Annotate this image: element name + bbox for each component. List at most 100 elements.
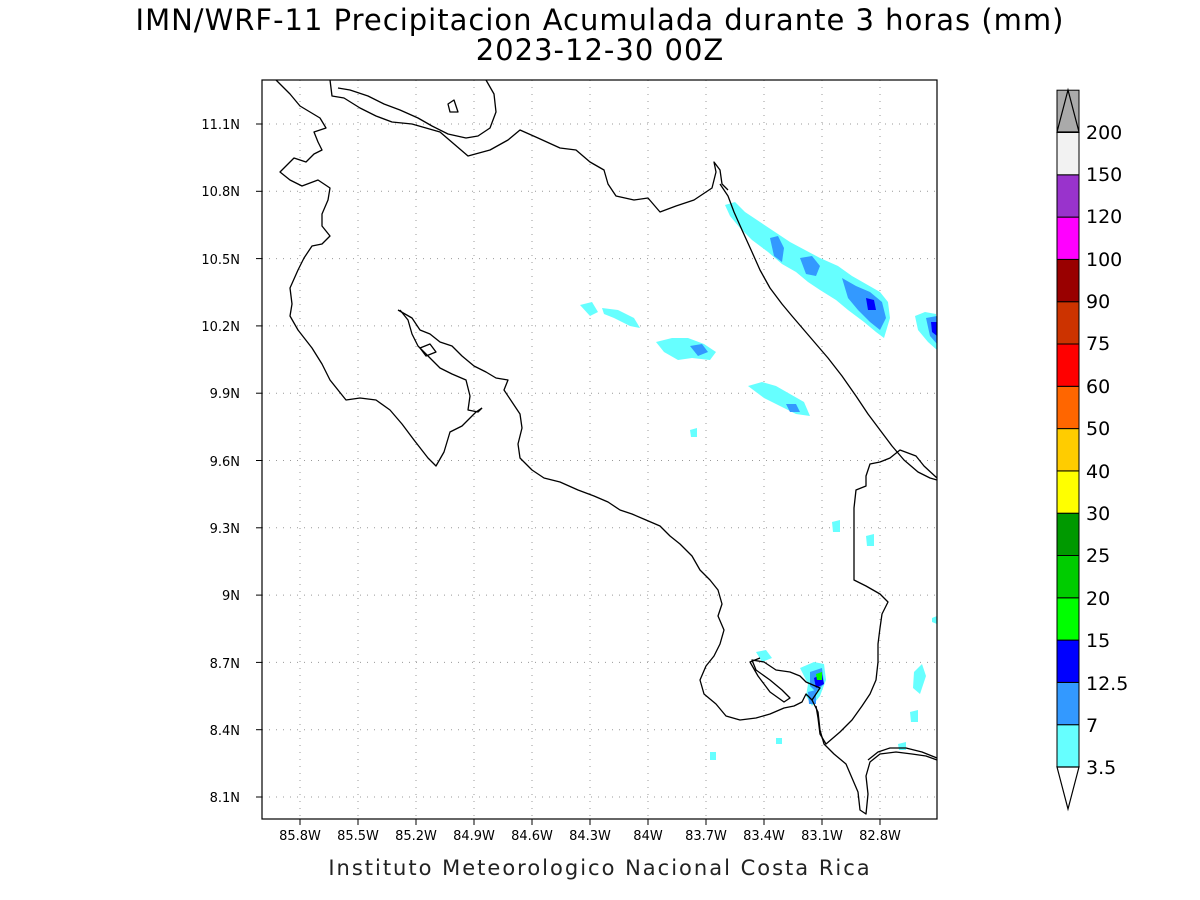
lat-label: 10.8N — [201, 185, 240, 200]
lon-label: 84.6W — [511, 829, 553, 844]
coastline — [329, 79, 729, 213]
lon-label: 85.2W — [395, 829, 437, 844]
colorbar-box — [1056, 724, 1080, 768]
colorbar-above-arrow — [1056, 87, 1080, 133]
coastline — [397, 309, 821, 721]
precip-area-cyan — [748, 382, 810, 416]
precip-area-cyan — [910, 710, 918, 722]
lon-label: 84.9W — [453, 829, 495, 844]
latitude-axis: 11.1N 10.8N 10.5N 10.2N 9.9N 9.6N 9.3N 9… — [201, 118, 240, 806]
coastline — [811, 699, 938, 815]
colorbar-label: 150 — [1086, 164, 1122, 186]
map-title: IMN/WRF-11 Precipitacion Acumulada duran… — [135, 3, 1065, 37]
precip-area-cyan — [866, 534, 874, 546]
coastlines — [275, 79, 938, 815]
colorbar-label: 12.5 — [1086, 673, 1128, 695]
map-frame — [261, 79, 938, 820]
lat-label: 8.7N — [210, 657, 240, 672]
precip-area-cyan — [932, 616, 937, 624]
border — [815, 449, 938, 745]
precip-area-blue — [770, 236, 784, 262]
colorbar-box — [1056, 216, 1080, 260]
precip-area-darkblue — [866, 298, 876, 310]
colorbar-label: 40 — [1086, 461, 1110, 483]
colorbar-legend: 3.5 7 12.5 15 20 25 30 40 50 60 75 90 10… — [1056, 87, 1128, 812]
lon-label: 84W — [633, 829, 663, 844]
lat-label: 8.4N — [210, 724, 240, 739]
colorbar-label: 60 — [1086, 376, 1110, 398]
lon-label: 84.3W — [569, 829, 611, 844]
precip-area-cyan — [580, 302, 598, 316]
precip-area-blue — [808, 690, 816, 704]
coastline — [719, 183, 938, 481]
longitude-axis: 85.8W 85.5W 85.2W 84.9W 84.6W 84.3W 84W … — [279, 829, 901, 844]
lon-label: 82.8W — [859, 829, 901, 844]
lat-label: 10.2N — [201, 320, 240, 335]
lake-island — [447, 99, 459, 113]
colorbar-box — [1056, 174, 1080, 218]
lon-label: 83.1W — [801, 829, 843, 844]
precip-area-blue — [842, 278, 886, 330]
precip-area-blue — [786, 404, 800, 412]
colorbar-label: 20 — [1086, 588, 1110, 610]
colorbar-label: 3.5 — [1086, 757, 1116, 779]
colorbar-box — [1056, 639, 1080, 683]
precip-area-blue — [800, 256, 820, 276]
lon-label: 85.5W — [337, 829, 379, 844]
colorbar-box — [1056, 258, 1080, 303]
precip-area-cyan — [756, 650, 772, 662]
colorbar-box — [1056, 301, 1080, 345]
lon-label: 85.8W — [279, 829, 321, 844]
colorbar-label: 50 — [1086, 418, 1110, 440]
lat-label: 9.9N — [210, 387, 240, 402]
precipitation-areas — [580, 202, 937, 760]
lat-label: 9N — [222, 589, 240, 604]
precip-area-cyan — [776, 738, 782, 744]
precip-area-darkblue — [931, 322, 937, 336]
precip-area-cyan — [690, 428, 697, 437]
lat-label: 8.1N — [210, 791, 240, 806]
colorbar-box — [1056, 555, 1080, 599]
colorbar-box — [1056, 512, 1080, 557]
footer-credit: Instituto Meteorologico Nacional Costa R… — [328, 856, 872, 880]
colorbar-label: 200 — [1086, 122, 1122, 144]
colorbar-labels: 3.5 7 12.5 15 20 25 30 40 50 60 75 90 10… — [1086, 122, 1128, 779]
map-datetime: 2023-12-30 00Z — [475, 33, 725, 67]
colorbar-label: 75 — [1086, 333, 1110, 355]
precip-area-cyan — [710, 752, 716, 760]
colorbar-box — [1056, 428, 1080, 472]
colorbar-label: 7 — [1086, 715, 1098, 737]
colorbar-box — [1056, 597, 1080, 641]
precip-area-blue — [690, 344, 708, 356]
colorbar-label: 120 — [1086, 206, 1122, 228]
colorbar-label: 90 — [1086, 291, 1110, 313]
colorbar-box — [1056, 343, 1080, 387]
lon-label: 83.7W — [685, 829, 727, 844]
map-grid — [256, 80, 937, 825]
lat-label: 10.5N — [201, 253, 240, 268]
colorbar-boxes — [1056, 89, 1080, 768]
colorbar-label: 15 — [1086, 630, 1110, 652]
lat-label: 9.6N — [210, 455, 240, 470]
precip-area-cyan — [656, 338, 716, 360]
island — [419, 343, 437, 357]
colorbar-box — [1056, 385, 1080, 430]
colorbar-box — [1056, 681, 1080, 726]
precip-area-cyan — [602, 308, 640, 328]
colorbar-label: 25 — [1086, 545, 1110, 567]
precip-area-green — [816, 672, 822, 680]
coastline — [399, 309, 483, 413]
lon-label: 83.4W — [743, 829, 785, 844]
colorbar-box — [1056, 470, 1080, 514]
precip-area-cyan — [913, 664, 926, 694]
lat-label: 9.3N — [210, 522, 240, 537]
precip-area-cyan — [898, 742, 906, 750]
colorbar-box — [1056, 132, 1080, 176]
lat-label: 11.1N — [201, 118, 240, 133]
precip-area-cyan — [832, 520, 840, 532]
coastline — [275, 79, 483, 467]
colorbar-below-arrow — [1056, 766, 1080, 812]
colorbar-label: 100 — [1086, 249, 1122, 271]
coastline — [337, 79, 497, 139]
